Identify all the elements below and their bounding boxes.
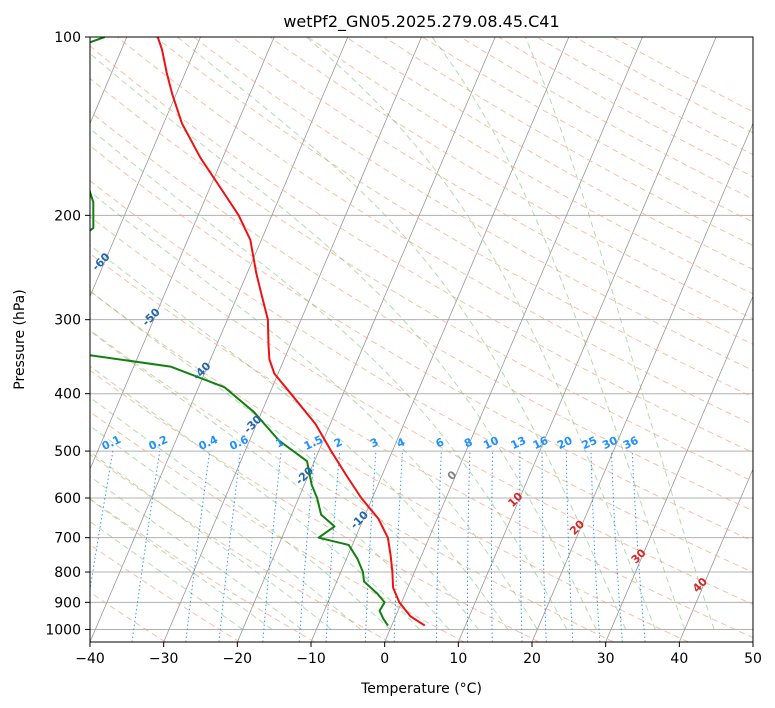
plot-area bbox=[90, 37, 753, 642]
mixing-ratio-label: 36 bbox=[621, 434, 641, 452]
dry-adiabat-line bbox=[155, 37, 753, 398]
temperature-profile bbox=[156, 37, 426, 627]
y-tick-label: 400 bbox=[54, 387, 81, 403]
mixing-ratio-line bbox=[131, 451, 161, 642]
y-axis: 1000 900 800 700 600 500 400 300 200 100 bbox=[45, 30, 90, 638]
mixing-ratio-line bbox=[262, 451, 282, 642]
y-tick-label: 300 bbox=[54, 313, 81, 329]
isotherm-line bbox=[457, 37, 717, 642]
isotherm-line bbox=[384, 37, 643, 642]
dry-adiabat-line bbox=[307, 37, 753, 295]
moist-adiabat-line bbox=[177, 37, 627, 630]
y-axis-label: Pressure (hPa) bbox=[12, 289, 28, 389]
mixing-ratio-label: 20 bbox=[555, 434, 575, 452]
dry-adiabat-line bbox=[90, 329, 614, 642]
isotherm-line bbox=[90, 37, 349, 642]
moist-adiabat-line bbox=[90, 498, 273, 630]
dry-adiabat-line bbox=[269, 37, 753, 320]
x-axis: −40 −30 −20 −10 0 10 20 30 40 50 bbox=[75, 642, 762, 667]
isotherm-line bbox=[531, 122, 753, 642]
mixing-ratio-label: 16 bbox=[531, 434, 551, 452]
x-tick-label: 10 bbox=[449, 651, 467, 667]
mixing-ratio-label: 30 bbox=[600, 434, 620, 452]
y-tick-label: 900 bbox=[54, 595, 81, 611]
mixing-ratio-line bbox=[218, 451, 242, 642]
mixing-ratio-label: 13 bbox=[509, 434, 528, 452]
moist-adiabat-line bbox=[306, 37, 656, 630]
moist-adiabat-line bbox=[90, 244, 509, 630]
moist-adiabat-line bbox=[431, 37, 686, 630]
mixing-ratio-line bbox=[90, 451, 114, 593]
dry-adiabat-line bbox=[90, 215, 753, 606]
x-tick-label: −10 bbox=[296, 651, 326, 667]
moist-adiabat-line bbox=[524, 37, 715, 630]
moist-adiabat-line bbox=[90, 396, 391, 630]
x-tick-label: 30 bbox=[597, 651, 615, 667]
isotherm-line bbox=[236, 37, 496, 642]
x-tick-label: −40 bbox=[75, 651, 105, 667]
x-tick-label: −20 bbox=[223, 651, 253, 667]
mixing-ratio-label: 10 bbox=[481, 434, 501, 452]
profile-lines bbox=[90, 37, 426, 627]
background-lines bbox=[90, 37, 753, 642]
dry-adiabat-line bbox=[231, 37, 753, 345]
isotherm-line bbox=[310, 37, 570, 642]
plot-frame bbox=[89, 36, 754, 643]
dry-adiabat-line bbox=[90, 411, 465, 642]
moist-adiabat-line bbox=[90, 330, 450, 630]
x-axis-label: Temperature (°C) bbox=[360, 681, 482, 697]
x-tick-label: 50 bbox=[744, 651, 762, 667]
moist-adiabat-line bbox=[90, 520, 243, 630]
dry-adiabat-line bbox=[90, 498, 315, 642]
moist-adiabat-line bbox=[90, 290, 479, 630]
dry-adiabat-line bbox=[193, 37, 753, 372]
isotherm-line bbox=[90, 37, 201, 298]
isotherm-line bbox=[752, 640, 753, 642]
y-tick-label: 1000 bbox=[45, 622, 81, 638]
dry-adiabat-line bbox=[90, 290, 689, 642]
moist-adiabat-line bbox=[90, 425, 361, 630]
dry-adiabat-line bbox=[90, 252, 753, 639]
plot-background bbox=[90, 37, 753, 642]
y-tick-label: 800 bbox=[54, 565, 81, 581]
y-tick-label: 700 bbox=[54, 531, 81, 547]
y-tick-label: 500 bbox=[54, 444, 81, 460]
dry-adiabat-line bbox=[90, 369, 540, 642]
x-tick-label: 0 bbox=[380, 651, 389, 667]
y-tick-label: 600 bbox=[54, 491, 81, 507]
mixing-ratio-label: 25 bbox=[580, 434, 599, 452]
mixing-ratio-line bbox=[298, 451, 316, 642]
moist-adiabat-line bbox=[90, 52, 597, 630]
isotherm-line bbox=[90, 37, 275, 471]
x-tick-label: −30 bbox=[149, 651, 179, 667]
dry-adiabat-line bbox=[117, 37, 753, 426]
isotherm-line bbox=[678, 468, 753, 642]
y-tick-label: 100 bbox=[54, 30, 81, 46]
chart-title: wetPf2_GN05.2025.279.08.45.C41 bbox=[283, 12, 559, 32]
dewpoint-profile bbox=[90, 37, 389, 627]
moist-adiabat-line bbox=[90, 128, 568, 630]
isotherm-line bbox=[605, 295, 753, 642]
x-tick-label: 20 bbox=[523, 651, 541, 667]
mixing-ratio-line bbox=[185, 451, 211, 642]
x-tick-label: 40 bbox=[670, 651, 688, 667]
y-tick-label: 200 bbox=[54, 208, 81, 224]
